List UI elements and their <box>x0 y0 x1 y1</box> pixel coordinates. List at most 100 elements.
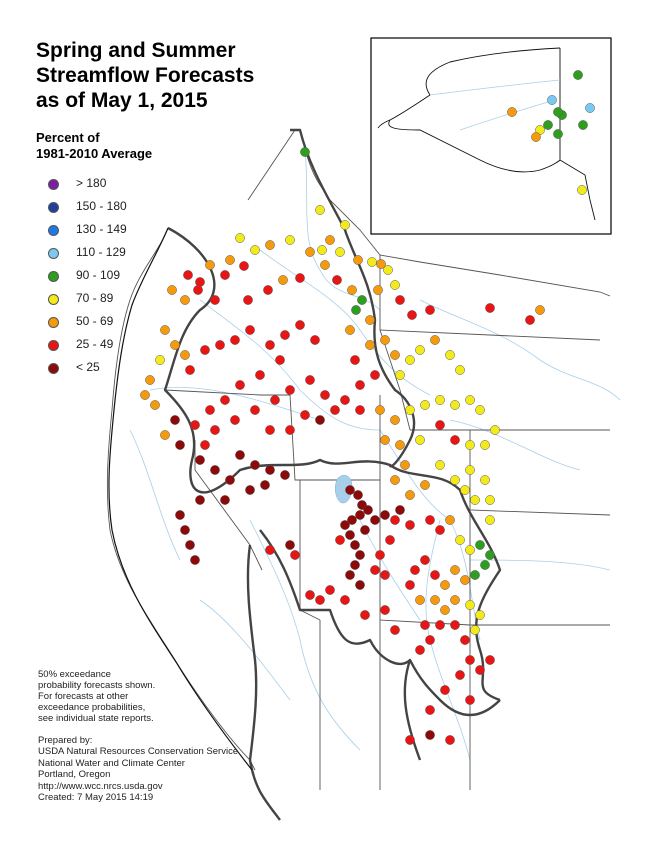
legend-swatch <box>48 271 59 282</box>
forecast-point <box>200 440 210 450</box>
forecast-point <box>210 295 220 305</box>
forecast-point <box>350 560 360 570</box>
forecast-point <box>315 415 325 425</box>
forecast-point <box>245 485 255 495</box>
legend-title-line-2: 1981-2010 Average <box>36 146 153 161</box>
forecast-point <box>465 440 475 450</box>
forecast-point <box>465 465 475 475</box>
forecast-point <box>395 440 405 450</box>
coastline <box>108 227 253 771</box>
forecast-point <box>383 265 393 275</box>
forecast-point <box>380 510 390 520</box>
forecast-point <box>230 335 240 345</box>
forecast-point <box>425 705 435 715</box>
forecast-point <box>365 340 375 350</box>
forecast-point <box>475 405 485 415</box>
forecast-point <box>170 340 180 350</box>
forecast-point <box>465 545 475 555</box>
forecast-point <box>470 570 480 580</box>
forecast-point <box>350 540 360 550</box>
forecast-point <box>380 570 390 580</box>
legend-label: 110 - 129 <box>76 245 126 259</box>
forecast-point <box>365 315 375 325</box>
map-title: Spring and Summer Streamflow Forecasts a… <box>36 38 356 113</box>
note-line: see individual state reports. <box>38 713 154 724</box>
forecast-point <box>335 247 345 257</box>
forecast-point <box>250 245 260 255</box>
credits: Prepared by: USDA Natural Resources Cons… <box>38 735 288 803</box>
alaska-map <box>377 47 596 221</box>
forecast-point <box>465 655 475 665</box>
exceedance-note: 50% exceedance probability forecasts sho… <box>38 669 158 724</box>
forecast-point <box>363 505 373 515</box>
legend-label: < 25 <box>76 360 100 374</box>
forecast-point <box>183 270 193 280</box>
forecast-point <box>450 400 460 410</box>
forecast-point <box>405 580 415 590</box>
forecast-point <box>305 375 315 385</box>
forecast-point <box>360 525 370 535</box>
credits-line: Prepared by: <box>38 735 93 746</box>
forecast-point <box>367 257 377 267</box>
forecast-point <box>445 515 455 525</box>
forecast-point <box>470 625 480 635</box>
forecast-point <box>195 455 205 465</box>
forecast-point <box>235 450 245 460</box>
forecast-point <box>485 515 495 525</box>
forecast-point <box>425 515 435 525</box>
forecast-point <box>230 415 240 425</box>
forecast-point <box>395 370 405 380</box>
forecast-point <box>445 350 455 360</box>
forecast-point <box>490 425 500 435</box>
forecast-point <box>543 120 553 130</box>
forecast-point <box>285 235 295 245</box>
forecast-point <box>430 335 440 345</box>
forecast-point <box>460 485 470 495</box>
forecast-point <box>485 655 495 665</box>
forecast-point <box>235 233 245 243</box>
forecast-point <box>167 285 177 295</box>
forecast-point <box>390 515 400 525</box>
forecast-point <box>475 540 485 550</box>
credits-line: National Water and Climate Center <box>38 757 185 769</box>
forecast-point <box>445 735 455 745</box>
forecast-point <box>450 435 460 445</box>
great-salt-lake <box>335 475 353 504</box>
forecast-point <box>430 570 440 580</box>
forecast-point <box>395 295 405 305</box>
forecast-point <box>190 420 200 430</box>
forecast-point <box>407 310 417 320</box>
forecast-point <box>390 350 400 360</box>
note-line: 50% exceedance <box>38 669 111 680</box>
forecast-point <box>263 285 273 295</box>
forecast-point <box>370 515 380 525</box>
forecast-point <box>305 590 315 600</box>
credits-line: http://www.wcc.nrcs.usda.gov <box>38 780 163 792</box>
forecast-point <box>290 550 300 560</box>
legend-swatch <box>48 202 59 213</box>
forecast-point <box>195 495 205 505</box>
forecast-point <box>353 255 363 265</box>
forecast-point <box>450 475 460 485</box>
forecast-point <box>220 495 230 505</box>
forecast-point <box>325 235 335 245</box>
forecast-point <box>435 525 445 535</box>
forecast-point <box>305 247 315 257</box>
forecast-point <box>355 510 365 520</box>
forecast-point <box>380 435 390 445</box>
title-line-1: Spring and Summer <box>36 39 236 62</box>
forecast-point <box>360 610 370 620</box>
legend-swatch <box>48 179 59 190</box>
forecast-point <box>185 540 195 550</box>
forecast-point <box>265 425 275 435</box>
forecast-point <box>507 107 517 117</box>
forecast-point <box>347 515 357 525</box>
forecast-point <box>265 240 275 250</box>
forecast-point <box>480 560 490 570</box>
forecast-point <box>435 395 445 405</box>
forecast-point <box>317 245 327 255</box>
forecast-point <box>440 580 450 590</box>
forecast-point <box>295 273 305 283</box>
forecast-point <box>455 365 465 375</box>
